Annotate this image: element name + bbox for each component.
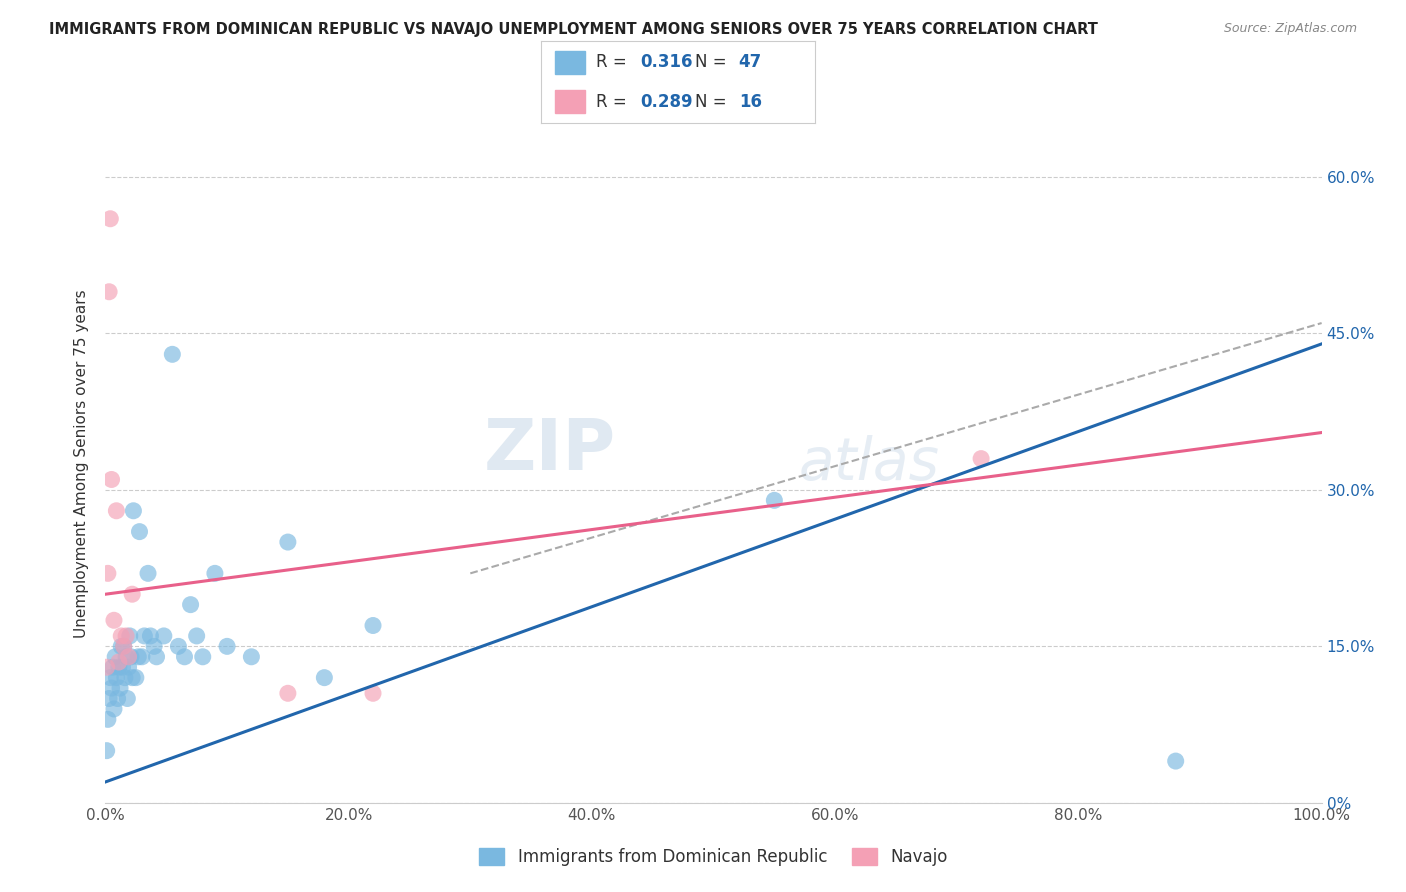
Point: [277, 535, 299, 549]
Point: [121, 671, 143, 685]
Point: [105, 671, 128, 685]
Text: 47: 47: [738, 54, 762, 71]
Point: [104, 649, 127, 664]
Point: [173, 649, 195, 664]
Bar: [555, 51, 585, 74]
Point: [134, 629, 156, 643]
Point: [103, 702, 125, 716]
Point: [98, 211, 121, 226]
Text: N =: N =: [695, 54, 731, 71]
Point: [763, 493, 786, 508]
Y-axis label: Unemployment Among Seniors over 75 years: Unemployment Among Seniors over 75 years: [75, 290, 90, 638]
Point: [96, 660, 118, 674]
Text: R =: R =: [596, 54, 633, 71]
Point: [101, 660, 124, 674]
Point: [111, 660, 134, 674]
Text: 16: 16: [738, 93, 762, 111]
Point: [128, 524, 150, 539]
Point: [217, 640, 239, 654]
Point: [112, 640, 135, 654]
Point: [314, 671, 336, 685]
Point: [98, 691, 121, 706]
Point: [108, 655, 131, 669]
Point: [277, 686, 299, 700]
Point: [105, 504, 128, 518]
Point: [110, 629, 132, 643]
Point: [115, 629, 138, 643]
Point: [145, 649, 167, 664]
Point: [136, 566, 159, 581]
Point: [970, 451, 993, 466]
Point: [117, 691, 139, 706]
Text: 0.316: 0.316: [640, 54, 693, 71]
Point: [167, 640, 190, 654]
Text: IMMIGRANTS FROM DOMINICAN REPUBLIC VS NAVAJO UNEMPLOYMENT AMONG SENIORS OVER 75 : IMMIGRANTS FROM DOMINICAN REPUBLIC VS NA…: [49, 22, 1098, 37]
Point: [122, 504, 145, 518]
Point: [100, 681, 122, 695]
Point: [108, 681, 131, 695]
Point: [1164, 754, 1187, 768]
Point: [100, 473, 122, 487]
Point: [118, 629, 141, 643]
Point: [117, 660, 139, 674]
Point: [240, 649, 263, 664]
Point: [120, 649, 142, 664]
Point: [153, 629, 176, 643]
Point: [180, 598, 202, 612]
Text: 0.289: 0.289: [640, 93, 693, 111]
Point: [143, 640, 166, 654]
Point: [204, 566, 226, 581]
Point: [131, 649, 153, 664]
Point: [107, 691, 129, 706]
Point: [139, 629, 162, 643]
Point: [110, 640, 132, 654]
Point: [115, 649, 138, 664]
Point: [361, 686, 384, 700]
Point: [103, 613, 125, 627]
Point: [98, 285, 121, 299]
Point: [97, 566, 120, 581]
Text: ZIP: ZIP: [484, 416, 616, 484]
Point: [108, 660, 131, 674]
Text: R =: R =: [596, 93, 633, 111]
Point: [96, 744, 118, 758]
Point: [112, 640, 135, 654]
Point: [117, 649, 139, 664]
Point: [125, 671, 148, 685]
Point: [127, 649, 149, 664]
Point: [114, 671, 136, 685]
Legend: Immigrants from Dominican Republic, Navajo: Immigrants from Dominican Republic, Nava…: [472, 841, 955, 872]
Text: atlas: atlas: [799, 435, 939, 492]
Bar: [555, 90, 585, 113]
Text: N =: N =: [695, 93, 731, 111]
Point: [98, 671, 121, 685]
Point: [97, 712, 120, 726]
Point: [162, 347, 184, 361]
Point: [191, 649, 214, 664]
Text: Source: ZipAtlas.com: Source: ZipAtlas.com: [1223, 22, 1357, 36]
Point: [121, 587, 143, 601]
Point: [361, 618, 384, 632]
Point: [186, 629, 208, 643]
